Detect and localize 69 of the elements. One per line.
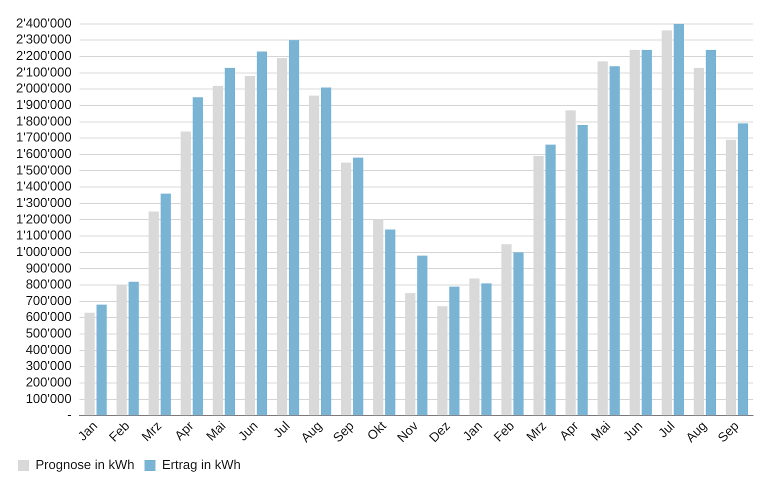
y-tick-label: 100'000 — [26, 390, 72, 406]
y-tick-label: 2'300'000 — [16, 32, 72, 47]
y-tick-label: 1'100'000 — [16, 228, 72, 243]
x-tick-label: Jun — [620, 418, 646, 444]
x-tick-label: Apr — [556, 418, 582, 444]
y-tick-label: 1'500'000 — [16, 162, 72, 178]
legend-label: Prognose in kWh — [36, 457, 134, 472]
y-tick-label: 1'300'000 — [16, 194, 72, 210]
bar — [642, 50, 652, 416]
x-tick-label: Dez — [426, 418, 454, 446]
bar — [513, 252, 524, 416]
x-tick-label: Sep — [330, 418, 357, 446]
x-tick-label: Feb — [490, 418, 518, 445]
x-tick-label: Jun — [235, 418, 261, 444]
x-tick-label: Nov — [394, 418, 422, 446]
y-tick-label: 1'700'000 — [16, 130, 72, 145]
bar — [192, 97, 203, 416]
y-tick-label: 1'400'000 — [16, 178, 72, 194]
x-tick-label: Jan — [460, 418, 486, 444]
y-tick-label: 1'600'000 — [16, 146, 72, 161]
x-tick-label: Apr — [172, 418, 197, 444]
bar — [706, 50, 716, 416]
x-tick-label: Mrz — [138, 418, 164, 444]
bar — [738, 123, 748, 416]
bar — [417, 256, 428, 416]
y-tick-label: 1'200'000 — [16, 211, 72, 226]
bar — [224, 68, 236, 416]
x-tick-label: Aug — [682, 418, 710, 446]
y-tick-label: 2'100'000 — [16, 64, 72, 80]
y-tick-label: 700'000 — [26, 292, 72, 308]
x-tick-label: Jul — [655, 418, 678, 441]
y-tick-label: 2'400'000 — [16, 15, 72, 30]
y-tick-label: 1'900'000 — [16, 97, 72, 112]
bar — [96, 304, 107, 416]
y-tick-label: 1'800'000 — [16, 113, 72, 128]
bar — [610, 66, 620, 416]
legend-label: Ertrag in kWh — [162, 457, 241, 472]
y-tick-label: 900'000 — [26, 260, 72, 276]
y-tick-label: 500'000 — [26, 326, 72, 341]
x-tick-label: Mai — [588, 418, 614, 444]
x-tick-label: Mai — [203, 418, 229, 444]
x-tick-label: Aug — [298, 418, 325, 446]
bar — [160, 194, 171, 416]
y-tick-label: - — [67, 407, 72, 422]
y-tick-label: 400'000 — [26, 342, 72, 357]
y-tick-label: 300'000 — [26, 358, 72, 374]
y-tick-label: 1'000'000 — [16, 244, 72, 259]
bar — [256, 52, 268, 416]
bar — [481, 283, 492, 416]
y-tick-label: 200'000 — [26, 374, 72, 390]
bar — [578, 125, 588, 416]
bar — [288, 40, 300, 416]
bar — [674, 24, 684, 416]
x-tick-label: Okt — [364, 418, 390, 444]
bar — [128, 282, 139, 416]
y-tick-label: 600'000 — [26, 309, 72, 324]
x-tick-label: Jan — [74, 418, 100, 444]
x-tick-label: Sep — [714, 418, 742, 446]
y-tick-label: 2'000'000 — [16, 80, 72, 96]
bar — [545, 144, 556, 416]
bar — [320, 87, 332, 416]
y-tick-label: 800'000 — [26, 276, 72, 292]
x-tick-label: Jul — [270, 418, 293, 441]
x-tick-label: Mrz — [523, 418, 550, 444]
x-tick-label: Feb — [106, 418, 132, 445]
bar — [385, 230, 396, 416]
bar — [353, 158, 364, 416]
y-tick-label: 2'200'000 — [16, 48, 72, 64]
bar — [449, 286, 460, 416]
